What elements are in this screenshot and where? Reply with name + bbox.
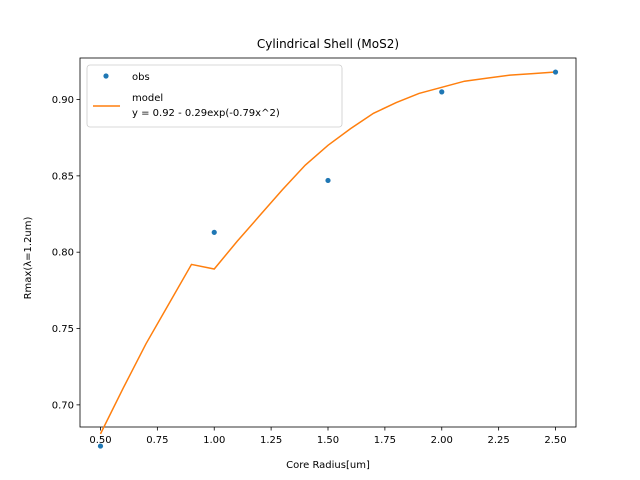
x-axis-label: Core Radius[um] [286, 460, 370, 471]
y-tick-label: 0.75 [52, 324, 74, 335]
x-tick-label: 0.75 [146, 435, 168, 446]
legend-label-obs: obs [132, 72, 150, 83]
y-tick-label: 0.90 [52, 95, 74, 106]
model-curve-line [99, 71, 556, 435]
y-tick-label: 0.85 [52, 171, 74, 182]
obs-data-point [97, 443, 104, 449]
x-tick-label: 1.50 [317, 435, 339, 446]
x-tick-label: 1.00 [203, 435, 225, 446]
x-tick-label: 0.50 [89, 435, 111, 446]
x-tick-label: 2.50 [544, 435, 566, 446]
y-tick-label: 0.80 [52, 248, 74, 259]
legend-obs-marker [103, 73, 109, 79]
legend: obs model y = 0.92 - 0.29exp(-0.79x^2) [86, 64, 343, 128]
y-tick-label: 0.70 [52, 400, 74, 411]
obs-data-point [439, 89, 445, 95]
chart-title: Cylindrical Shell (MoS2) [257, 37, 399, 51]
x-tick-label: 1.25 [260, 435, 282, 446]
x-tick-label: 1.75 [374, 435, 396, 446]
y-axis-label: Rmax(λ=1.2um) [23, 216, 34, 299]
legend-label-model-equation: y = 0.92 - 0.29exp(-0.79x^2) [132, 108, 280, 119]
legend-label-model: model [132, 93, 163, 104]
legend-box [86, 64, 343, 128]
plot-area: 0.50 0.75 1.00 1.25 1.50 1.75 2.00 2.25 2.50 0.70… [52, 57, 577, 449]
x-tick-label: 2.00 [431, 435, 453, 446]
obs-data-point [211, 229, 217, 235]
obs-data-point [325, 177, 331, 184]
x-tick-label: 2.25 [488, 435, 510, 446]
obs-data-point [552, 69, 559, 75]
